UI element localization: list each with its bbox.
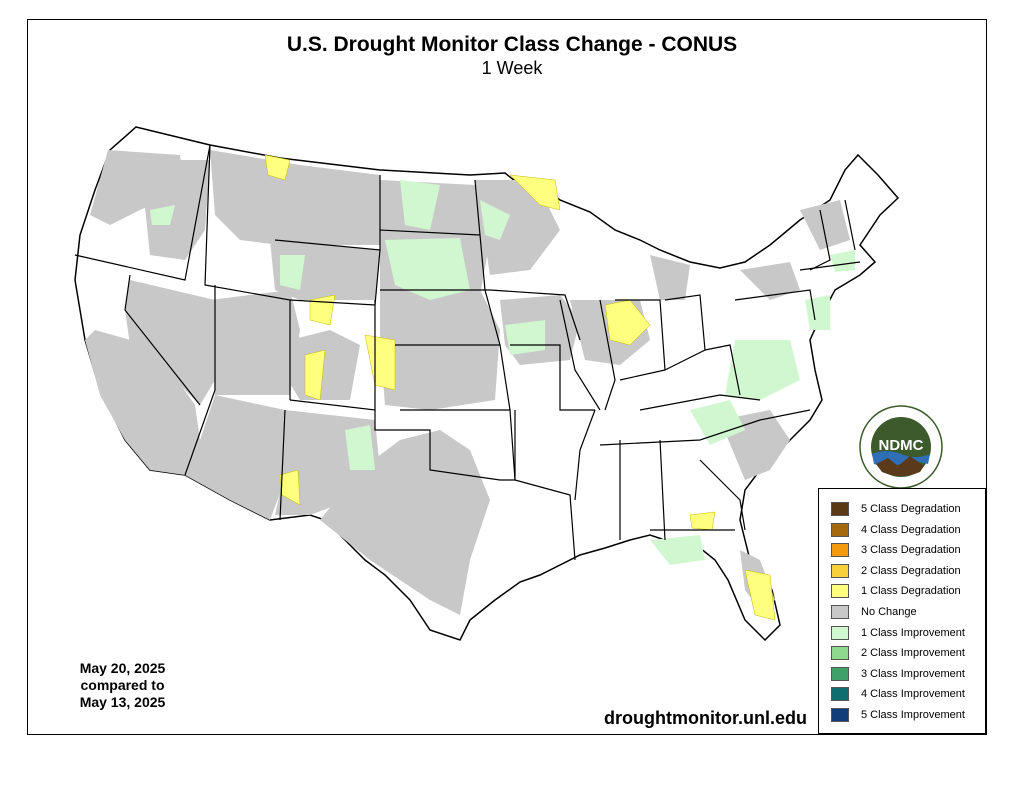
website-url: droughtmonitor.unl.edu [604, 708, 807, 728]
legend-label: 5 Class Improvement [861, 709, 965, 721]
date-block: May 20, 2025 compared to May 13, 2025 [60, 660, 185, 711]
legend-item: 1 Class Improvement [831, 625, 965, 641]
legend-item: No Change [831, 604, 917, 620]
legend-swatch [831, 584, 849, 599]
degradation-areas [264, 154, 776, 621]
legend-swatch [831, 625, 849, 640]
state-boundaries [74, 144, 861, 561]
legend-label: No Change [861, 606, 917, 618]
improvement-areas [150, 180, 855, 565]
legend-swatch [831, 708, 849, 722]
ndmc-abbrev: NDMC [879, 437, 924, 454]
legend-label: 4 Class Degradation [861, 523, 961, 536]
legend-swatch [831, 666, 849, 681]
ndmc-logo: NDMC [859, 405, 943, 489]
legend-label: 1 Class Improvement [861, 626, 965, 639]
legend-swatch [831, 605, 849, 619]
legend-swatch [831, 502, 849, 516]
legend-item: 4 Class Improvement [831, 686, 965, 702]
legend-item: 5 Class Improvement [831, 707, 965, 723]
legend-item: 1 Class Degradation [831, 583, 961, 599]
legend-swatch [831, 563, 849, 578]
legend-item: 4 Class Degradation [831, 522, 961, 538]
legend-item: 2 Class Improvement [831, 645, 965, 661]
legend-item: 5 Class Degradation [831, 501, 961, 517]
legend-item: 3 Class Improvement [831, 666, 965, 682]
current-date: May 20, 2025 [79, 660, 166, 676]
map-title: U.S. Drought Monitor Class Change - CONU… [286, 33, 738, 56]
legend-label: 5 Class Degradation [861, 503, 961, 515]
legend-swatch [831, 522, 849, 537]
map-subtitle: 1 Week [481, 58, 543, 78]
legend-label: 3 Class Improvement [861, 667, 965, 680]
legend-label: 1 Class Degradation [861, 585, 961, 598]
legend-item: 2 Class Degradation [831, 563, 961, 579]
compared-to-label: compared to [80, 677, 165, 693]
legend-swatch [831, 646, 849, 661]
legend-box: 5 Class Degradation 4 Class Degradation 3 … [818, 488, 986, 734]
legend-label: 2 Class Degradation [861, 564, 961, 577]
legend-swatch [831, 687, 849, 702]
legend-label: 2 Class Improvement [861, 647, 965, 660]
legend-swatch [831, 543, 849, 558]
previous-date: May 13, 2025 [79, 694, 166, 710]
legend-item: 3 Class Degradation [831, 542, 961, 558]
legend-label: 3 Class Degradation [861, 544, 961, 557]
legend-label: 4 Class Improvement [861, 688, 965, 701]
